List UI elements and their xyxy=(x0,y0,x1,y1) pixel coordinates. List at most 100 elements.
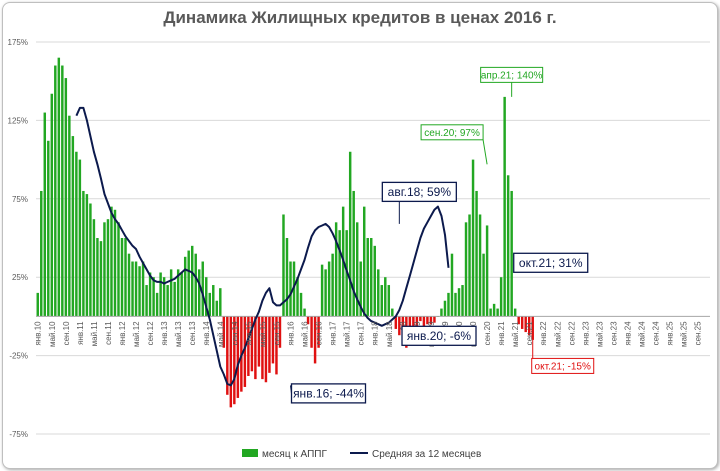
bar xyxy=(394,316,398,329)
bar xyxy=(124,238,127,317)
bar xyxy=(475,190,478,317)
bar xyxy=(391,308,394,317)
bar xyxy=(233,316,236,405)
x-tick-label: янв.23 xyxy=(581,321,590,346)
bar-series xyxy=(36,57,534,408)
bar xyxy=(492,303,496,317)
bar xyxy=(461,285,464,317)
bar xyxy=(141,261,145,317)
bar xyxy=(113,209,117,317)
bar xyxy=(250,316,254,372)
x-tick-label: сен.22 xyxy=(567,321,576,346)
x-tick-label: сен.17 xyxy=(357,321,366,346)
bar xyxy=(489,308,492,317)
bar xyxy=(482,253,485,317)
bar xyxy=(155,292,159,317)
bar xyxy=(285,238,289,317)
bar xyxy=(524,316,527,333)
bar xyxy=(377,269,380,317)
bar xyxy=(85,194,89,317)
x-tick-label: май.14 xyxy=(216,321,225,347)
bar xyxy=(219,288,222,317)
bar xyxy=(310,316,313,348)
x-tick-label: сен.11 xyxy=(104,321,113,345)
annotation-label: авг.18; 59% xyxy=(388,185,452,199)
bar xyxy=(306,316,310,325)
bar xyxy=(447,292,450,317)
bar xyxy=(348,151,352,317)
x-tick-label: май.10 xyxy=(48,321,57,347)
bar xyxy=(205,277,208,317)
bar xyxy=(257,316,261,367)
x-tick-label: янв.11 xyxy=(76,321,85,345)
bar xyxy=(370,238,373,317)
annotation-box xyxy=(401,325,477,346)
x-axis-ticks: янв.10 май.10 сен.10 янв.11 май.11 сен.11 янв.… xyxy=(34,321,703,347)
y-tick-label: 175% xyxy=(8,38,28,47)
bar xyxy=(380,285,384,317)
bar xyxy=(366,238,369,317)
bar xyxy=(359,261,362,317)
bar xyxy=(226,316,229,395)
annotation-label: янв.16; -44% xyxy=(293,387,364,401)
bar xyxy=(215,300,219,317)
bar xyxy=(527,316,531,336)
bar xyxy=(131,261,134,317)
x-tick-label: май.16 xyxy=(301,321,310,347)
line-series xyxy=(75,106,450,387)
bar xyxy=(134,261,138,317)
x-tick-label: май.13 xyxy=(174,321,183,347)
x-tick-label: янв.17 xyxy=(329,321,338,346)
x-tick-label: май.24 xyxy=(638,321,647,347)
bar xyxy=(82,190,85,317)
annotation-label: янв.20; -6% xyxy=(407,329,472,343)
y-tick-label: -75% xyxy=(9,430,28,439)
bar xyxy=(127,253,131,317)
bar xyxy=(331,253,334,317)
bar xyxy=(510,190,513,317)
bar xyxy=(268,316,271,373)
x-tick-label: янв.22 xyxy=(539,321,548,346)
bar xyxy=(478,214,482,317)
bar xyxy=(362,206,366,317)
annotations: апр.21; 140% сен.20; 97% авг.18; 59% окт.21… xyxy=(290,66,595,404)
x-tick-label: сен.20 xyxy=(483,321,492,346)
bar xyxy=(57,57,61,317)
annotation-box xyxy=(290,383,367,404)
legend-bar-label: месяц к АППГ xyxy=(262,449,327,460)
annotation-leader xyxy=(482,139,488,165)
bar xyxy=(222,316,226,348)
y-tick-label: 75% xyxy=(12,195,28,204)
x-tick-label: сен.25 xyxy=(694,321,703,346)
x-tick-label: май.21 xyxy=(511,321,520,347)
bar xyxy=(450,253,454,317)
annotation-label: окт.21; 31% xyxy=(519,256,583,270)
bar xyxy=(278,316,282,348)
annotation-box xyxy=(531,357,595,374)
bar xyxy=(520,316,524,329)
grid-lines xyxy=(36,41,710,435)
bar xyxy=(426,316,429,325)
x-tick-label: сен.10 xyxy=(62,321,71,346)
bar xyxy=(503,96,506,317)
bar xyxy=(117,222,120,317)
bar xyxy=(247,316,250,376)
bar xyxy=(464,222,468,317)
bar xyxy=(162,277,166,317)
x-tick-label: янв.16 xyxy=(287,321,296,346)
bar xyxy=(499,277,503,317)
bar xyxy=(92,219,96,317)
annotation-label: сен.20; 97% xyxy=(424,128,480,139)
bar xyxy=(324,269,327,317)
x-tick-label: янв.21 xyxy=(497,321,506,346)
bar xyxy=(145,285,148,317)
x-tick-label: май.22 xyxy=(553,321,562,347)
bar xyxy=(373,245,376,317)
bar xyxy=(47,140,50,317)
bar xyxy=(289,261,292,317)
bar xyxy=(271,316,275,364)
bar xyxy=(78,159,82,317)
x-tick-label: сен.14 xyxy=(230,321,239,346)
x-tick-label: сен.12 xyxy=(146,321,155,346)
bar xyxy=(106,219,110,317)
